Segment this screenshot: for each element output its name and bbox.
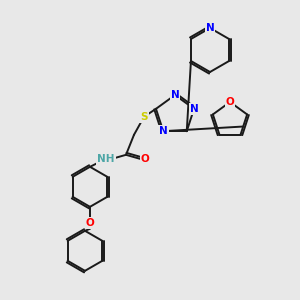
Text: N: N [159, 126, 168, 136]
Text: O: O [85, 218, 94, 228]
Text: NH: NH [97, 154, 115, 164]
Text: N: N [171, 90, 179, 100]
Text: N: N [206, 23, 214, 33]
Text: N: N [190, 104, 198, 114]
Text: O: O [141, 154, 149, 164]
Text: S: S [140, 112, 148, 122]
Text: O: O [226, 97, 234, 107]
